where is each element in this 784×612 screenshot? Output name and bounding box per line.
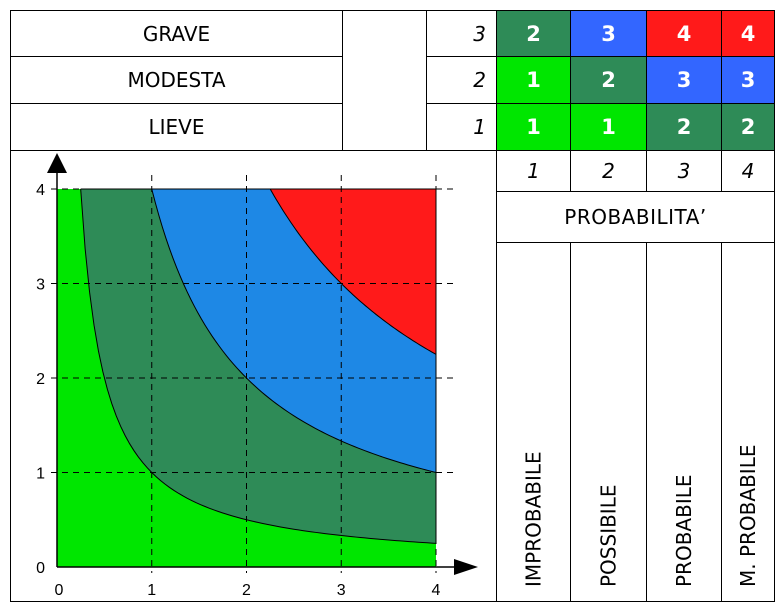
severity-label-grave: GRAVE — [10, 10, 343, 57]
probability-index: 1 — [496, 150, 571, 192]
matrix-cell: 2 — [721, 103, 775, 151]
matrix-cell: 2 — [496, 10, 571, 57]
severity-index-3: 3 — [426, 10, 497, 57]
probability-label-possibile: POSSIBILE — [570, 242, 647, 602]
y-tick-label: 3 — [36, 277, 45, 294]
severity-spacer — [342, 10, 427, 151]
risk-chart-frame: 0 1 2 3 4 0 1 2 3 4 — [10, 150, 497, 602]
y-tick-label: 0 — [36, 560, 45, 577]
probability-index: 4 — [721, 150, 775, 192]
matrix-cell: 3 — [570, 10, 647, 57]
y-axis-arrow-icon — [47, 153, 67, 173]
matrix-cell: 1 — [570, 103, 647, 151]
matrix-cell: 4 — [646, 10, 722, 57]
y-tick-label: 2 — [36, 371, 45, 388]
matrix-cell: 1 — [496, 56, 571, 104]
matrix-cell: 3 — [721, 56, 775, 104]
matrix-cell: 3 — [646, 56, 722, 104]
probability-label-improbabile: IMPROBABILE — [496, 242, 571, 602]
matrix-cell: 2 — [646, 103, 722, 151]
y-tick-label: 1 — [36, 466, 45, 483]
matrix-cell: 2 — [570, 56, 647, 104]
x-tick-label: 0 — [55, 582, 64, 599]
severity-label-modesta: MODESTA — [10, 56, 343, 104]
x-tick-label: 4 — [432, 582, 441, 599]
risk-chart: 0 1 2 3 4 0 1 2 3 4 — [36, 153, 478, 599]
probability-label-probabile: PROBABILE — [646, 242, 722, 602]
severity-index-1: 1 — [426, 103, 497, 151]
y-tick-label: 4 — [36, 182, 45, 199]
matrix-cell: 4 — [721, 10, 775, 57]
risk-region-4 — [269, 188, 437, 356]
matrix-cell: 1 — [496, 103, 571, 151]
x-axis-arrow-icon — [454, 559, 478, 575]
probability-title: PROBABILITA’ — [496, 191, 775, 243]
severity-index-2: 2 — [426, 56, 497, 104]
x-tick-label: 1 — [147, 582, 156, 599]
x-tick-label: 3 — [337, 582, 346, 599]
probability-index: 3 — [646, 150, 722, 192]
severity-label-lieve: LIEVE — [10, 103, 343, 151]
probability-label-m-probabile: M. PROBABILE — [721, 242, 775, 602]
x-tick-label: 2 — [242, 582, 251, 599]
probability-index: 2 — [570, 150, 647, 192]
